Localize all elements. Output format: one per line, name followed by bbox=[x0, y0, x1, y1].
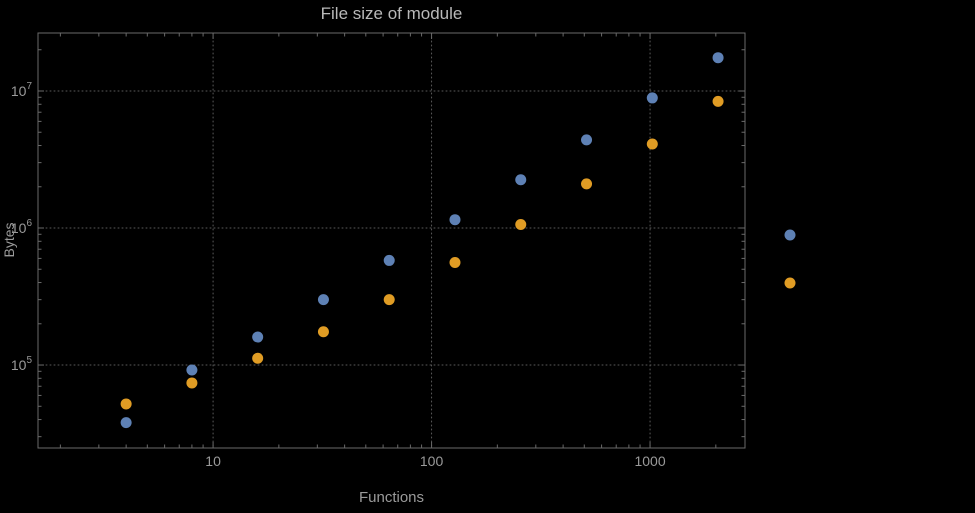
legend-marker-series-2 bbox=[784, 277, 796, 289]
series-1-data-point bbox=[515, 174, 527, 186]
series-2-data-point bbox=[252, 352, 264, 364]
series-2-data-point bbox=[317, 326, 329, 338]
x-tick-label: 10 bbox=[205, 453, 221, 469]
x-tick-label: 100 bbox=[420, 453, 444, 469]
series-2-data-point bbox=[515, 219, 527, 231]
series-1-data-point bbox=[252, 331, 264, 343]
y-tick-label: 107 bbox=[11, 81, 33, 99]
plot-frame bbox=[37, 32, 746, 449]
x-tick-label: 1000 bbox=[634, 453, 665, 469]
x-axis-label: Functions bbox=[358, 489, 425, 506]
series-1-data-point bbox=[383, 254, 395, 266]
y-axis-label: Bytes bbox=[1, 222, 17, 258]
series-1-data-point bbox=[712, 52, 724, 64]
series-2-data-point bbox=[383, 294, 395, 306]
legend-marker-series-1 bbox=[784, 229, 796, 241]
series-1-data-point bbox=[186, 364, 198, 376]
series-1-data-point bbox=[449, 214, 461, 226]
series-2-data-point bbox=[120, 398, 132, 410]
series-1-data-point bbox=[646, 92, 658, 104]
y-tick-label: 106 bbox=[11, 218, 33, 236]
chart-title: File size of module bbox=[320, 4, 463, 23]
series-2-data-point bbox=[712, 95, 724, 107]
series-2-data-point bbox=[581, 178, 593, 190]
series-1-data-point bbox=[317, 294, 329, 306]
series-1-data-point bbox=[120, 417, 132, 429]
y-tick-label: 105 bbox=[11, 355, 33, 373]
series-2-data-point bbox=[449, 257, 461, 269]
series-1-data-point bbox=[581, 134, 593, 146]
series-2-data-point bbox=[186, 377, 198, 389]
series-2-data-point bbox=[646, 138, 658, 150]
